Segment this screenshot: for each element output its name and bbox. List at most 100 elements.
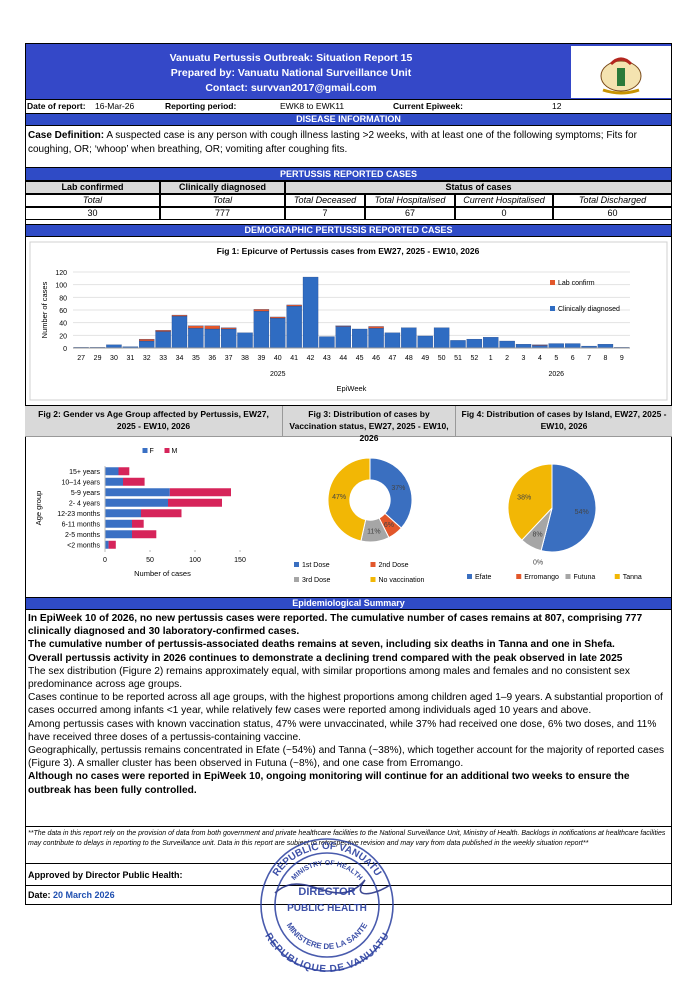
- x-axis-title: EpiWeek: [337, 384, 367, 393]
- bar-segment: [123, 477, 145, 486]
- x-group-label: 2025: [270, 371, 286, 378]
- age-gender-chart: 0 50 100 150 15+ years 10–14 years 5-9 years 2-…: [34, 448, 246, 578]
- island-chart: 54% 0% 8% 38% Efate Erromango Futuna Tanna: [467, 463, 642, 581]
- figure-title: Fig 4: Distribution of cases by Island, …: [455, 406, 672, 437]
- x-tick-label: 33: [159, 355, 167, 362]
- bar-segment: [105, 488, 170, 497]
- x-tick-label: 47: [389, 355, 397, 362]
- date-row: Date: 20 March 2026: [25, 886, 672, 905]
- bar-segment: [105, 519, 132, 528]
- epicurve-chart: Fig 1: Epicurve of Pertussis cases from …: [29, 241, 668, 401]
- summary-paragraph: Although no cases were reported in EpiWe…: [28, 771, 630, 796]
- stamp-top: REPUBLIC OF VANUATU: [271, 841, 383, 878]
- period-value: EWK8 to EWK11: [280, 101, 345, 111]
- summary-paragraph: Cases continue to be reported across all…: [28, 692, 663, 717]
- definition-text: A suspected case is any person with coug…: [28, 130, 637, 155]
- bar-segment: [132, 530, 157, 539]
- table-group-header: Status of cases: [285, 181, 672, 194]
- bar-segment: [433, 327, 450, 349]
- stamp: REPUBLIC OF VANUATU MINISTRY OF HEALTH D…: [260, 838, 394, 975]
- x-tick-label: 7: [587, 355, 591, 362]
- x-tick-label: 27: [77, 355, 85, 362]
- date-label: Date of report:: [27, 101, 86, 111]
- summary-paragraph: The cumulative number of pertussis-assoc…: [28, 639, 615, 651]
- chart-title: Fig 1: Epicurve of Pertussis cases from …: [217, 246, 480, 256]
- y-tick-label: 15+ years: [69, 469, 100, 476]
- y-tick-label: 12-23 months: [57, 511, 100, 518]
- bar-segment: [168, 498, 222, 507]
- section-heading: Epidemiological Summary: [25, 597, 672, 610]
- bar-segment: [564, 343, 581, 349]
- pie-slice: [369, 457, 413, 529]
- x-tick-label: 5: [554, 355, 558, 362]
- bar-segment: [253, 311, 270, 349]
- data-label: 38%: [517, 494, 531, 501]
- bar-segment: [188, 328, 204, 349]
- bar-segment: [105, 540, 109, 549]
- x-tick-label: 51: [454, 355, 462, 362]
- x-tick-label: 34: [176, 355, 184, 362]
- legend-label: Tanna: [623, 574, 642, 581]
- legend-label: 1st Dose: [302, 562, 330, 569]
- table-column-header: Total Discharged: [553, 194, 672, 207]
- x-tick-label: 3: [522, 355, 526, 362]
- legend-swatch: [370, 562, 376, 567]
- period-label: Reporting period:: [165, 101, 237, 111]
- x-tick-label: 9: [620, 355, 624, 362]
- stamp-rings: [260, 838, 394, 972]
- bar-segment: [118, 467, 130, 476]
- bar-segment: [155, 330, 171, 332]
- header-contact: Contact: survvan2017@gmail.com: [205, 82, 377, 94]
- x-tick-label: 30: [110, 355, 118, 362]
- data-label: 47%: [332, 494, 346, 501]
- data-label: 54%: [575, 509, 589, 516]
- y-tick-label: 80: [59, 295, 67, 302]
- y-tick-label: 20: [59, 333, 67, 340]
- y-tick-label: 40: [59, 321, 67, 328]
- table-value: 0: [455, 207, 553, 220]
- legend-swatch: [467, 574, 472, 579]
- y-tick-label: 60: [59, 308, 67, 315]
- cases-table: Lab confirmed Clinically diagnosed Status …: [25, 181, 672, 223]
- x-tick-label: 49: [421, 355, 429, 362]
- x-tick-label: 52: [470, 355, 478, 362]
- y-tick-label: 100: [55, 283, 67, 290]
- bar-segment: [352, 328, 368, 349]
- summary-paragraph: Overall pertussis activity in 2026 conti…: [28, 652, 623, 664]
- y-tick-label: 0: [63, 346, 67, 353]
- x-axis-title: Number of cases: [134, 569, 191, 578]
- legend-label: Lab confirm: [558, 280, 595, 287]
- data-label: 8%: [533, 532, 543, 539]
- bar-segment: [169, 488, 231, 497]
- bar-segment: [270, 318, 286, 349]
- bar-segment: [483, 337, 499, 349]
- header-text: Vanuatu Pertussis Outbreak: Situation Re…: [26, 51, 556, 96]
- logo-box: [571, 46, 671, 98]
- bar-segment: [139, 340, 155, 349]
- data-label: 37%: [391, 485, 405, 492]
- x-tick-label: 45: [356, 355, 364, 362]
- table-column-header: Total: [160, 194, 285, 207]
- x-tick-label: 37: [225, 355, 233, 362]
- epiweek-label: Current Epiweek:: [393, 101, 463, 111]
- summary-paragraph: Among pertussis cases with known vaccina…: [28, 718, 657, 743]
- bar-segment: [171, 316, 188, 349]
- footnote: **The data in this report rely on the pr…: [25, 826, 672, 864]
- x-tick-label: 41: [290, 355, 298, 362]
- bar-segment: [286, 304, 302, 307]
- table-column-header: Total Hospitalised: [365, 194, 455, 207]
- y-tick-label: 2- 4 years: [69, 500, 101, 507]
- table-group-header: Lab confirmed: [25, 181, 160, 194]
- x-tick-label: 6: [571, 355, 575, 362]
- x-tick-label: 29: [94, 355, 102, 362]
- legend-label: M: [172, 448, 178, 455]
- x-group-label: 2026: [548, 371, 564, 378]
- x-tick-label: 36: [208, 355, 216, 362]
- bar-segment: [171, 314, 188, 317]
- section-heading: DISEASE INFORMATION: [25, 113, 672, 126]
- table-value: 7: [285, 207, 365, 220]
- stamp-text: REPUBLIC OF VANUATU MINISTRY OF HEALTH D…: [262, 841, 391, 975]
- legend-swatch: [164, 448, 170, 453]
- bar-segment: [105, 467, 119, 476]
